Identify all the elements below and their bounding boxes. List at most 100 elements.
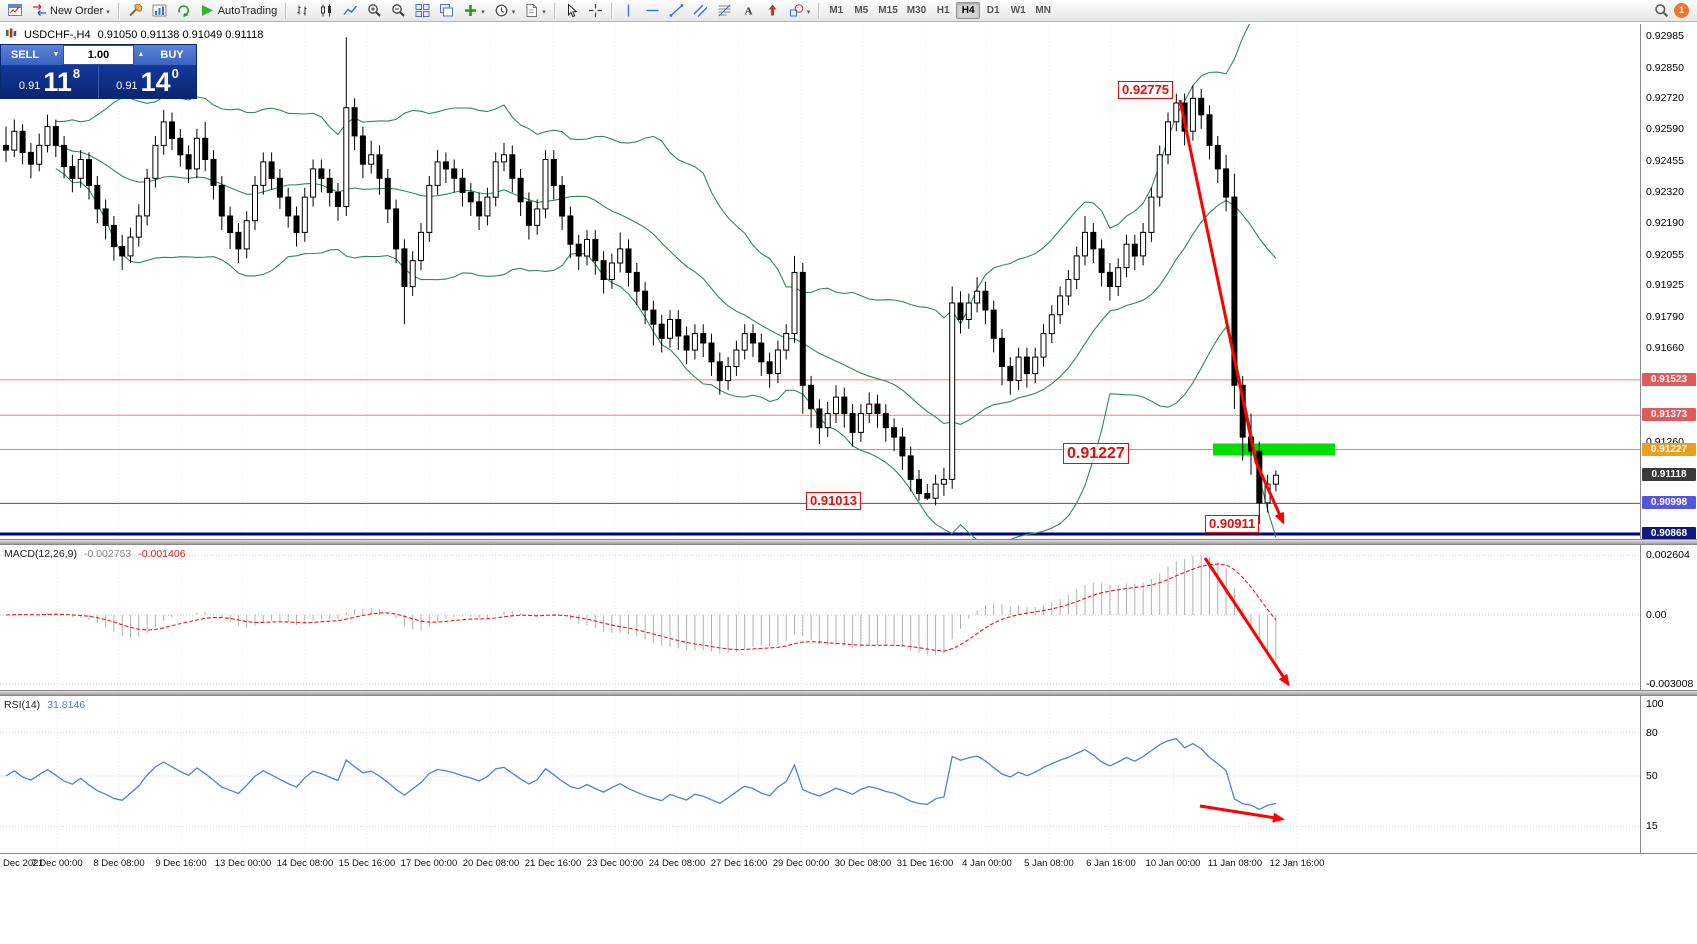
- notification-badge[interactable]: 1: [1674, 3, 1689, 18]
- timeframe-button-h4[interactable]: H4: [956, 2, 981, 19]
- arrow-tool-button[interactable]: [761, 1, 784, 21]
- toolbox-button[interactable]: [124, 1, 147, 21]
- sell-price-prefix: 0.91: [18, 80, 41, 92]
- price-chart-canvas[interactable]: [0, 24, 1642, 540]
- trendline-button[interactable]: [665, 1, 688, 21]
- cursor-button[interactable]: [560, 1, 583, 21]
- rsi-label: RSI(14) 31.8146: [4, 699, 85, 711]
- timeframe-button-w1[interactable]: W1: [1006, 2, 1030, 19]
- timeframe-button-d1[interactable]: D1: [981, 2, 1005, 19]
- symbol-icon: [5, 27, 17, 42]
- shapes-button[interactable]: [785, 1, 815, 21]
- macd-canvas[interactable]: [0, 545, 1642, 691]
- new-chart-button[interactable]: [4, 1, 27, 21]
- price-chart-panel[interactable]: USDCHF-,H4 0.91050 0.91138 0.91049 0.911…: [0, 22, 1697, 540]
- fibonacci-button[interactable]: [713, 1, 736, 21]
- volume-increase-button[interactable]: ▲: [134, 45, 148, 65]
- clock-icon: [494, 3, 509, 18]
- price-axis-label: 0.92320: [1646, 186, 1684, 199]
- time-axis-label: 17 Dec 00:00: [400, 858, 458, 869]
- ohlc-values: 0.91050 0.91138 0.91049 0.91118: [97, 28, 264, 41]
- rsi-axis-label: 15: [1646, 820, 1658, 833]
- crosshair-button[interactable]: [584, 1, 607, 21]
- rsi-axis: 100 80 50 15: [1642, 696, 1697, 853]
- price-axis-label: 0.92985: [1646, 29, 1684, 42]
- fibonacci-icon: [717, 3, 732, 18]
- tile-windows-button[interactable]: [411, 1, 434, 21]
- buy-price-sup: 0: [171, 66, 179, 81]
- time-axis-label: 14 Dec 08:00: [276, 858, 334, 869]
- time-axis-label: 20 Dec 08:00: [462, 858, 520, 869]
- macd-panel[interactable]: MACD(12,26,9) -0.002753 -0.001406 0.002604…: [0, 545, 1697, 691]
- indicators-button[interactable]: [459, 1, 489, 21]
- macd-main-value: -0.002753: [83, 548, 132, 560]
- time-axis-label: 11 Jan 08:00: [1207, 858, 1263, 869]
- sell-price-display[interactable]: 0.91 11 8: [1, 65, 98, 98]
- price-axis-label: 0.91925: [1646, 279, 1684, 292]
- timeframe-button-m1[interactable]: M1: [824, 2, 848, 19]
- price-annotation[interactable]: 0.91013: [806, 492, 861, 510]
- chevron-down-icon: [481, 5, 485, 17]
- time-axis-label: 23 Dec 00:00: [586, 858, 644, 869]
- horizontal-line-icon: [645, 3, 660, 18]
- price-annotation[interactable]: 0.91227: [1063, 443, 1129, 465]
- timeframe-group: M1 M5 M15 M30 H1 H4 D1 W1 MN: [824, 2, 1055, 19]
- periods-button[interactable]: [490, 1, 520, 21]
- buy-button[interactable]: BUY: [148, 45, 196, 65]
- rsi-canvas[interactable]: [0, 696, 1642, 853]
- line-chart-icon: [343, 3, 358, 18]
- price-annotation[interactable]: 0.92775: [1118, 81, 1173, 99]
- text-icon: A: [741, 3, 756, 18]
- refresh-button[interactable]: [172, 1, 195, 21]
- price-axis-label: 0.92850: [1646, 61, 1684, 74]
- cascade-windows-button[interactable]: [435, 1, 458, 21]
- timeframe-button-mn[interactable]: MN: [1031, 2, 1055, 19]
- volume-input[interactable]: 1.00: [63, 45, 134, 65]
- line-chart-button[interactable]: [339, 1, 362, 21]
- autotrading-button[interactable]: AutoTrading: [196, 1, 282, 21]
- crosshair-icon: [588, 3, 603, 18]
- price-annotation[interactable]: 0.90911: [1205, 515, 1260, 533]
- sell-button[interactable]: SELL: [1, 45, 49, 65]
- time-axis-label: 24 Dec 08:00: [648, 858, 706, 869]
- zoom-in-button[interactable]: [363, 1, 386, 21]
- horizontal-line-button[interactable]: [641, 1, 664, 21]
- volume-decrease-button[interactable]: ▼: [49, 45, 63, 65]
- new-order-button[interactable]: New Order: [28, 1, 114, 21]
- time-axis-label: 8 Dec 08:00: [93, 858, 145, 869]
- price-axis[interactable]: 0.92985 0.92850 0.92720 0.92590 0.92455 0.923…: [1642, 22, 1697, 540]
- time-axis-label: 5 Jan 08:00: [1024, 858, 1074, 869]
- vertical-line-icon: [621, 3, 636, 18]
- channel-icon: [693, 3, 708, 18]
- chart-list-button[interactable]: [148, 1, 171, 21]
- timeframe-button-h1[interactable]: H1: [931, 2, 955, 19]
- vertical-line-button[interactable]: [617, 1, 640, 21]
- time-axis[interactable]: Dec 2021 7 Dec 00:00 8 Dec 08:00 9 Dec 16:0…: [0, 853, 1697, 944]
- rsi-panel[interactable]: RSI(14) 31.8146 100 80 50 15: [0, 696, 1697, 853]
- macd-signal-value: -0.001406: [138, 548, 186, 560]
- text-tool-button[interactable]: A: [737, 1, 760, 21]
- price-axis-label: 0.92590: [1646, 122, 1684, 135]
- chart-header: USDCHF-,H4 0.91050 0.91138 0.91049 0.911…: [5, 27, 263, 42]
- templates-button[interactable]: [520, 1, 550, 21]
- candlestick-chart-button[interactable]: [315, 1, 338, 21]
- bar-chart-button[interactable]: [291, 1, 314, 21]
- search-button[interactable]: [1650, 1, 1673, 21]
- price-axis-label: 0.92455: [1646, 154, 1684, 167]
- rsi-name: RSI(14): [4, 699, 41, 711]
- timeframe-button-m15[interactable]: M15: [874, 2, 901, 19]
- time-axis-label: 31 Dec 16:00: [896, 858, 954, 869]
- panel-divider[interactable]: [0, 690, 1697, 696]
- time-axis-label: 4 Jan 00:00: [962, 858, 1012, 869]
- shapes-icon: [789, 3, 804, 18]
- timeframe-button-m5[interactable]: M5: [849, 2, 873, 19]
- toolbar-separator: [610, 2, 613, 19]
- timeframe-button-m30[interactable]: M30: [903, 2, 930, 19]
- panel-divider[interactable]: [0, 539, 1697, 545]
- autotrading-label: AutoTrading: [217, 4, 278, 17]
- channel-button[interactable]: [689, 1, 712, 21]
- chevron-down-icon: [512, 5, 516, 17]
- buy-price-display[interactable]: 0.91 14 0: [98, 65, 196, 98]
- chevron-down-icon: [106, 5, 110, 17]
- zoom-out-button[interactable]: [387, 1, 410, 21]
